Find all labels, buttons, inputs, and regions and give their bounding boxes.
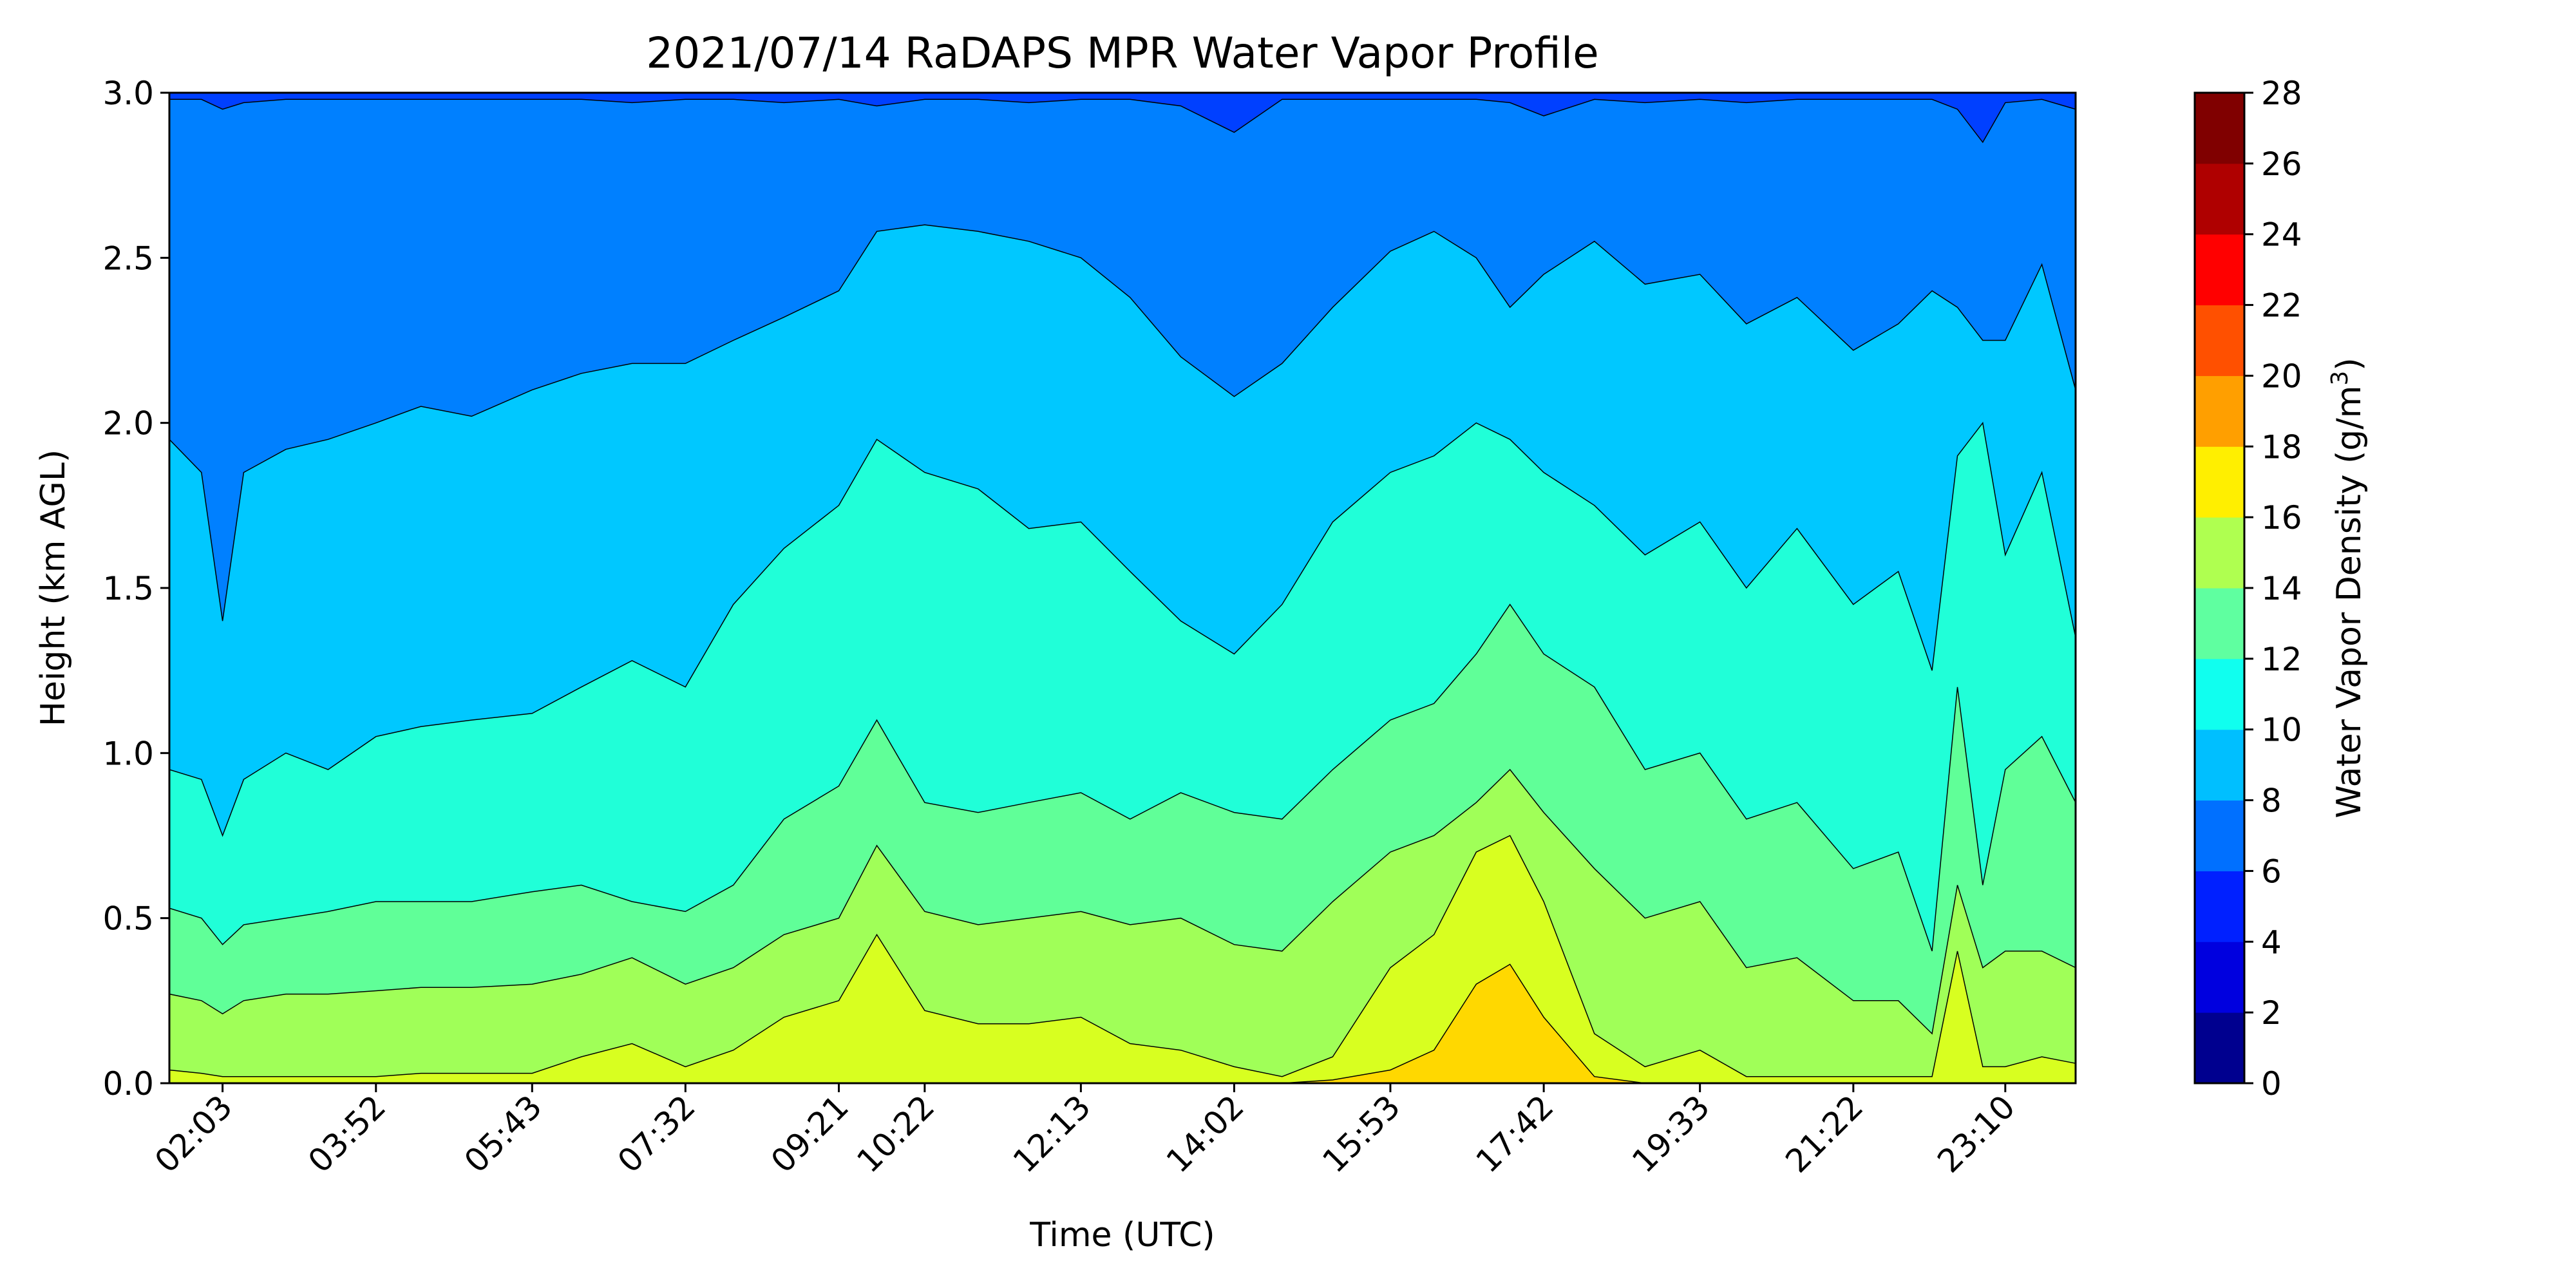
colorbar-swatch <box>2195 729 2244 801</box>
x-tick-label: 09:21 <box>764 1088 856 1180</box>
x-tick-label: 02:03 <box>147 1088 240 1180</box>
colorbar-tick-label: 4 <box>2261 923 2282 961</box>
colorbar-tick-label: 6 <box>2261 853 2282 890</box>
y-axis-label: Height (km AGL) <box>34 450 73 726</box>
y-tick-label: 2.0 <box>102 405 154 442</box>
colorbar-swatch <box>2195 517 2244 589</box>
colorbar-tick-label: 14 <box>2261 570 2302 607</box>
contour-band-14-16 <box>169 835 2076 1084</box>
colorbar-swatch <box>2195 588 2244 659</box>
y-tick-label: 1.5 <box>102 570 154 607</box>
x-tick-label: 23:10 <box>1930 1088 2022 1180</box>
colorbar-swatches <box>2195 93 2244 1084</box>
x-tick-label: 14:02 <box>1159 1088 1251 1180</box>
y-axis: 0.0 0.5 1.0 1.5 2.0 2.5 3.0 <box>102 75 169 1103</box>
colorbar-swatch <box>2195 942 2244 1013</box>
x-tick-label: 21:22 <box>1778 1088 1870 1180</box>
y-tick-label: 2.5 <box>102 240 154 277</box>
chart-title: 2021/07/14 RaDAPS MPR Water Vapor Profil… <box>646 28 1598 78</box>
colorbar-tick-label: 10 <box>2261 712 2302 749</box>
colorbar-tick-label: 2 <box>2261 994 2282 1032</box>
colorbar-tick-label: 16 <box>2261 499 2302 536</box>
y-tick-label: 3.0 <box>102 75 154 112</box>
colorbar-swatch <box>2195 163 2244 235</box>
x-tick-label: 10:22 <box>849 1088 942 1180</box>
y-tick-label: 1.0 <box>102 735 154 772</box>
colorbar-swatch <box>2195 375 2244 447</box>
x-tick-label: 12:13 <box>1006 1088 1098 1180</box>
colorbar-swatch <box>2195 446 2244 518</box>
contour-band-4-6 <box>169 92 2076 144</box>
y-tick-label: 0.0 <box>102 1065 154 1103</box>
y-tick-label: 0.5 <box>102 900 154 938</box>
colorbar-label: Water Vapor Density (g/m3) <box>2327 357 2369 818</box>
x-tick-label: 19:33 <box>1625 1088 1717 1180</box>
x-axis-label: Time (UTC) <box>1029 1216 1215 1255</box>
colorbar-tick-label: 18 <box>2261 428 2302 466</box>
colorbar-tick-label: 24 <box>2261 216 2302 254</box>
colorbar-swatch <box>2195 234 2244 306</box>
contour-bands <box>169 92 2076 1084</box>
colorbar-swatch <box>2195 871 2244 942</box>
contour-plot-area <box>168 91 2077 1084</box>
colorbar-swatch <box>2195 93 2244 164</box>
x-tick-label: 15:53 <box>1316 1088 1408 1180</box>
x-tick-label: 03:52 <box>301 1088 393 1180</box>
colorbar-swatch <box>2195 1012 2244 1084</box>
colorbar-tick-label: 12 <box>2261 641 2302 678</box>
x-tick-label: 05:43 <box>457 1088 549 1180</box>
colorbar-swatch <box>2195 305 2244 376</box>
colorbar-tick-label: 26 <box>2261 146 2302 183</box>
colorbar-tick-label: 22 <box>2261 287 2302 325</box>
colorbar-swatch <box>2195 658 2244 730</box>
x-tick-label: 07:32 <box>611 1088 703 1180</box>
x-tick-label: 17:42 <box>1469 1088 1561 1180</box>
colorbar-tick-label: 0 <box>2261 1065 2282 1103</box>
colorbar-tick-label: 28 <box>2261 75 2302 112</box>
colorbar-swatch <box>2195 800 2244 871</box>
contour-band-12-14 <box>169 768 2076 1084</box>
colorbar-tick-label: 8 <box>2261 782 2282 820</box>
colorbar-tick-label: 20 <box>2261 357 2302 395</box>
